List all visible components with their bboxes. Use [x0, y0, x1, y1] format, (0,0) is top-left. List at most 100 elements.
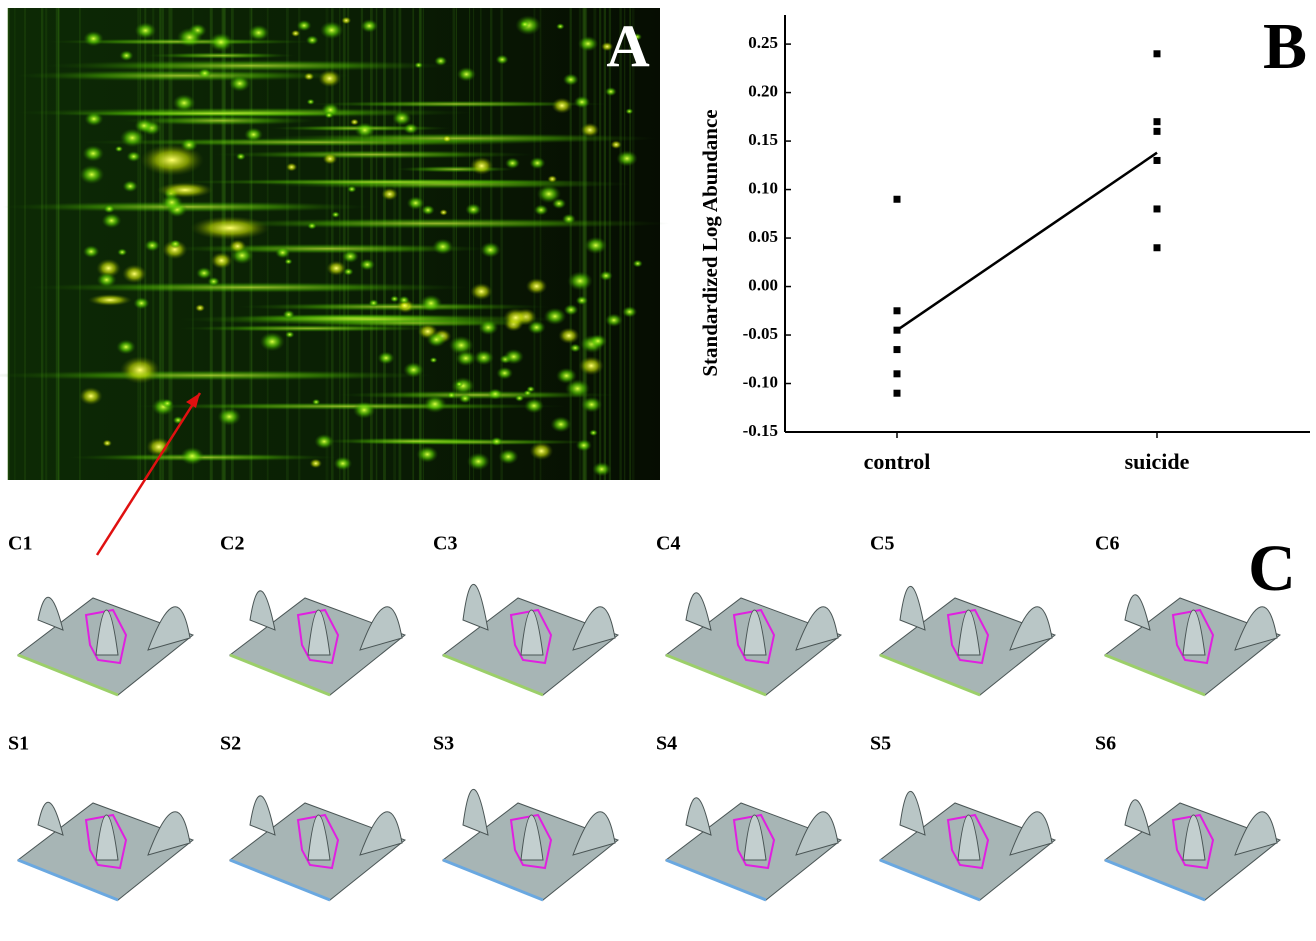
gel-spot: [103, 204, 116, 214]
surface-edge: [442, 653, 544, 697]
gel-spot: [119, 128, 145, 148]
arrow-head: [186, 393, 200, 408]
gel-spot: [117, 248, 128, 257]
thumbnail-label: S2: [220, 733, 241, 755]
gel-spot: [285, 162, 298, 172]
gel-spot: [496, 366, 514, 380]
data-point: [893, 346, 901, 354]
gel-spot: [426, 331, 447, 348]
gel-spot: [88, 294, 132, 306]
gel-spot: [527, 320, 546, 335]
data-point: [893, 370, 901, 378]
y-axis-label: Standardized Log Abundance: [698, 109, 722, 376]
gel-spot: [195, 304, 206, 312]
gel-spot: [79, 164, 105, 185]
gel-spot: [116, 339, 136, 355]
surface-peak: [307, 609, 331, 656]
spot-boundary: [509, 608, 553, 665]
gel-spot: [306, 98, 315, 105]
gel-spot: [399, 301, 410, 310]
gel-spot: [421, 204, 435, 216]
surface-hump: [572, 606, 616, 651]
gel-spot: [567, 271, 593, 291]
spot-boundary: [296, 813, 340, 870]
gel-spot: [569, 343, 582, 353]
gel-band: [146, 52, 296, 59]
gel-spot: [282, 309, 295, 320]
gel-spot: [403, 361, 424, 378]
surface-peak: [520, 814, 544, 861]
gel-spot: [102, 439, 112, 447]
gel-spot: [309, 458, 323, 469]
surface-edge: [665, 858, 767, 902]
thumbnail-label: C3: [433, 533, 457, 555]
surface-peak: [1182, 814, 1206, 861]
gel-spot: [352, 401, 376, 419]
gel-band: [179, 324, 442, 332]
gel-spot: [208, 32, 234, 52]
data-point: [1153, 118, 1161, 126]
gel-spot: [122, 180, 139, 193]
gel-spot: [284, 258, 293, 265]
gel-spot: [126, 150, 141, 163]
surface-edge: [1104, 858, 1206, 902]
surface-hump: [1124, 799, 1151, 836]
gel-spot: [565, 379, 591, 399]
x-tick-label: suicide: [1125, 449, 1190, 474]
gel-spot: [451, 376, 475, 395]
gel-spot: [432, 238, 454, 255]
data-point: [1153, 50, 1161, 58]
surface-edge: [879, 653, 981, 697]
gel-spot: [577, 35, 599, 52]
gel-spot: [455, 350, 477, 367]
spot-boundary: [84, 608, 128, 665]
surface-peak: [95, 814, 119, 861]
gel-spot: [140, 144, 204, 176]
gel-spot: [83, 30, 104, 47]
gel-spot: [414, 61, 423, 69]
gel-band: [0, 369, 436, 381]
panel-label: A: [606, 13, 649, 79]
data-point: [893, 307, 901, 315]
gel-spot: [519, 20, 530, 29]
surface-hump: [462, 788, 489, 836]
gel-band: [213, 150, 535, 159]
gel-spot: [162, 239, 188, 260]
spot-boundary: [509, 813, 553, 870]
gel-spot: [604, 86, 617, 97]
gel-spot: [466, 452, 491, 471]
gel-spot: [331, 211, 340, 218]
gel-spot: [547, 175, 558, 183]
y-tick-label: -0.15: [743, 421, 778, 440]
thumbnail-label: S6: [1095, 733, 1116, 755]
gel-spot: [503, 348, 524, 365]
surface-hump: [249, 590, 276, 631]
gel-spot: [526, 385, 536, 393]
gel-spot: [416, 445, 439, 463]
surface-peak: [957, 814, 981, 861]
y-tick-label: 0.20: [748, 81, 778, 100]
y-tick-label: 0.05: [748, 227, 778, 246]
gel-spot: [563, 304, 579, 316]
gel-spot: [144, 239, 161, 252]
gel-spot: [82, 245, 100, 258]
gel-spot: [616, 150, 638, 167]
chart: -0.15 -0.10 -0.05 0.00 0.05 0.10 0.15 0.20 0.25 c…: [698, 15, 1310, 474]
surface-hump: [1009, 606, 1053, 651]
surface-hump: [572, 811, 616, 856]
gel-spot: [588, 334, 608, 349]
gel-spot: [259, 331, 285, 352]
gel-spot: [96, 272, 117, 288]
gel-band: [123, 115, 317, 126]
gel-band: [13, 69, 352, 82]
surface-edge: [879, 858, 981, 902]
gel-spot: [244, 127, 264, 142]
gel-spot: [341, 16, 352, 25]
gel-spot: [429, 356, 438, 364]
gel-spot: [190, 216, 270, 240]
gel-spot: [551, 97, 573, 114]
y-tick-label: -0.10: [743, 372, 778, 391]
y-tick-label: 0.25: [748, 33, 778, 52]
spot-boundary: [84, 813, 128, 870]
gel-spot: [248, 24, 270, 41]
